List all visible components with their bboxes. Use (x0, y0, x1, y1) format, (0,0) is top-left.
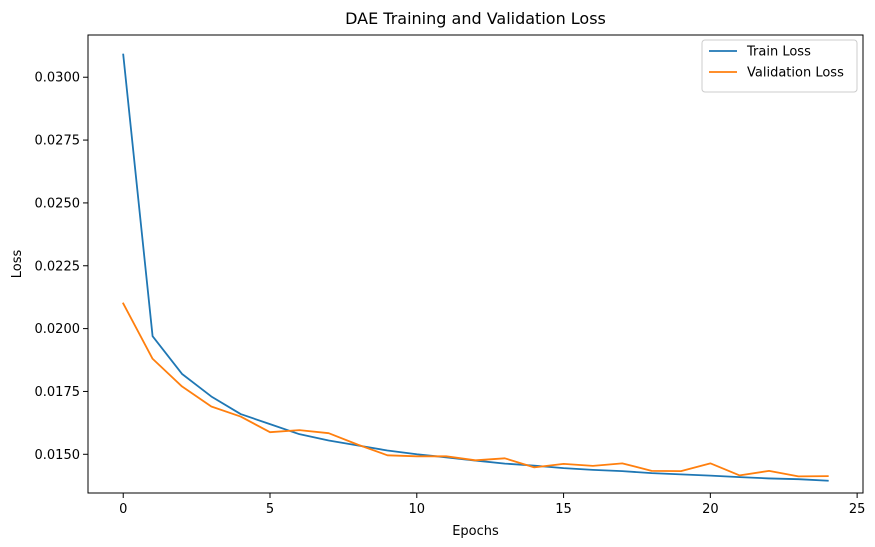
y-tick-label: 0.0225 (35, 259, 81, 274)
series-layer (122, 53, 829, 482)
y-tick-label: 0.0200 (35, 322, 81, 337)
y-tick-label: 0.0250 (35, 196, 81, 211)
x-axis-label: Epochs (452, 524, 499, 539)
y-tick-label: 0.0275 (35, 134, 81, 149)
plot-frame (87, 34, 864, 494)
legend-items: Train Loss Validation Loss (709, 45, 844, 81)
y-tick-label: 0.0175 (35, 385, 81, 400)
plot-area (87, 34, 864, 494)
x-tick-label: 25 (849, 502, 866, 517)
x-tick-label: 10 (409, 502, 426, 517)
x-tick-label: 20 (702, 502, 719, 517)
y-axis-label: Loss (10, 250, 25, 279)
legend-box (701, 39, 858, 93)
x-tick-label: 15 (555, 502, 572, 517)
legend-label-train-loss: Train Loss (746, 45, 811, 60)
y-tick-label: 0.0300 (35, 71, 81, 86)
series-line-validation-loss (122, 302, 829, 478)
x-tick-label: 0 (119, 502, 127, 517)
legend-label-validation-loss: Validation Loss (747, 66, 844, 81)
x-tick-label: 5 (266, 502, 274, 517)
legend: Train Loss Validation Loss (701, 39, 858, 93)
y-axis: 0.0150 0.0175 0.0200 0.0225 0.0250 0.0275 0.03… (35, 71, 88, 463)
chart-title: DAE Training and Validation Loss (345, 9, 606, 28)
y-tick-label: 0.0150 (35, 448, 81, 463)
x-axis: 0 5 10 15 20 25 (119, 493, 865, 517)
